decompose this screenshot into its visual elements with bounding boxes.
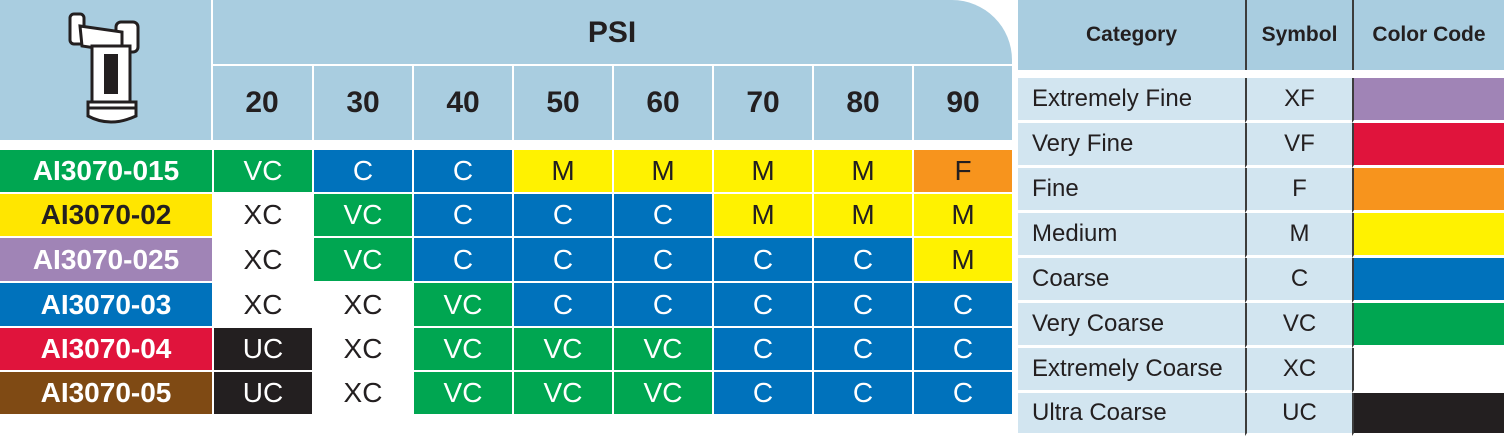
nozzle-icon: [68, 12, 140, 124]
droplet-cell: UC: [212, 372, 312, 416]
droplet-cell: M: [912, 194, 1012, 238]
droplet-cell: C: [912, 283, 1012, 328]
droplet-cell: VC: [412, 328, 512, 372]
droplet-cell: VC: [312, 194, 412, 238]
droplet-cell: M: [512, 150, 612, 194]
legend-swatch: [1352, 168, 1504, 213]
legend-symbol: F: [1245, 168, 1352, 213]
droplet-cell: M: [912, 238, 1012, 283]
droplet-cell: VC: [512, 328, 612, 372]
legend-category: Fine: [1018, 168, 1245, 213]
droplet-cell: C: [812, 372, 912, 416]
legend-swatch: [1352, 258, 1504, 303]
droplet-cell: C: [712, 372, 812, 416]
droplet-cell: M: [812, 150, 912, 194]
legend-category: Extremely Coarse: [1018, 348, 1245, 393]
droplet-cell: M: [612, 150, 712, 194]
droplet-cell: C: [512, 194, 612, 238]
psi-header: PSI: [587, 15, 637, 49]
pressure-label: 90: [912, 65, 1012, 140]
pressure-label: 50: [512, 65, 612, 140]
droplet-cell: M: [712, 194, 812, 238]
droplet-cell: C: [712, 238, 812, 283]
droplet-cell: C: [512, 238, 612, 283]
droplet-cell: VC: [212, 150, 312, 194]
pressure-label: 20: [245, 85, 279, 119]
droplet-cell: C: [312, 150, 412, 194]
legend-category: Extremely Fine: [1018, 78, 1245, 123]
pressure-label: 70: [712, 65, 812, 140]
legend-swatch: [1352, 303, 1504, 348]
nozzle-name: AI3070-05: [0, 372, 212, 416]
droplet-cell: C: [812, 328, 912, 372]
pressure-label: 80: [812, 65, 912, 140]
droplet-cell: C: [412, 194, 512, 238]
legend-symbol: C: [1245, 258, 1352, 303]
droplet-cell: M: [712, 150, 812, 194]
nozzle-name: AI3070-04: [0, 328, 212, 372]
legend-swatch: [1352, 213, 1504, 258]
droplet-cell: M: [812, 194, 912, 238]
nozzle-name: AI3070-015: [0, 150, 212, 194]
droplet-cell: F: [912, 150, 1012, 194]
legend-symbol: XF: [1245, 78, 1352, 123]
droplet-cell: VC: [612, 328, 712, 372]
droplet-cell: C: [612, 194, 712, 238]
droplet-cell: C: [412, 238, 512, 283]
pressure-label: 40: [412, 65, 512, 140]
droplet-cell: VC: [412, 372, 512, 416]
legend-symbol: XC: [1245, 348, 1352, 393]
droplet-cell: C: [812, 283, 912, 328]
nozzle-name: AI3070-03: [0, 283, 212, 328]
icon-divider: [211, 0, 213, 140]
droplet-cell: XC: [312, 372, 412, 416]
nozzle-name: AI3070-02: [0, 194, 212, 238]
droplet-cell: XC: [312, 283, 412, 328]
legend-symbol: VF: [1245, 123, 1352, 168]
legend-swatch: [1352, 78, 1504, 123]
legend-header: Category: [1085, 23, 1178, 46]
droplet-cell: XC: [212, 238, 312, 283]
droplet-cell: C: [912, 372, 1012, 416]
legend-category: Coarse: [1018, 258, 1245, 303]
droplet-cell: XC: [312, 328, 412, 372]
droplet-cell: C: [712, 328, 812, 372]
legend-category: Ultra Coarse: [1018, 393, 1245, 436]
droplet-cell: XC: [212, 283, 312, 328]
droplet-cell: C: [512, 283, 612, 328]
droplet-cell: C: [912, 328, 1012, 372]
droplet-cell: VC: [512, 372, 612, 416]
droplet-cell: XC: [212, 194, 312, 238]
droplet-cell: VC: [412, 283, 512, 328]
legend-category: Medium: [1018, 213, 1245, 258]
legend-category: Very Coarse: [1018, 303, 1245, 348]
nozzle-name: AI3070-025: [0, 238, 212, 283]
droplet-cell: UC: [212, 328, 312, 372]
droplet-cell: C: [612, 283, 712, 328]
pressure-label: 60: [612, 65, 712, 140]
droplet-cell: C: [412, 150, 512, 194]
droplet-cell: C: [712, 283, 812, 328]
legend-symbol: VC: [1245, 303, 1352, 348]
legend-symbol: M: [1245, 213, 1352, 258]
droplet-cell: VC: [612, 372, 712, 416]
legend-swatch: [1352, 393, 1504, 436]
legend-header-bg: [1018, 0, 1504, 70]
table-header-bg: [0, 0, 1012, 140]
droplet-cell: VC: [312, 238, 412, 283]
legend-header: Color Code: [1352, 0, 1504, 70]
droplet-cell: C: [612, 238, 712, 283]
legend-category: Very Fine: [1018, 123, 1245, 168]
legend-swatch: [1352, 348, 1504, 393]
legend-swatch: [1352, 123, 1504, 168]
legend-symbol: UC: [1245, 393, 1352, 436]
droplet-cell: C: [812, 238, 912, 283]
legend-header: Symbol: [1245, 0, 1352, 70]
pressure-label: 30: [312, 65, 412, 140]
